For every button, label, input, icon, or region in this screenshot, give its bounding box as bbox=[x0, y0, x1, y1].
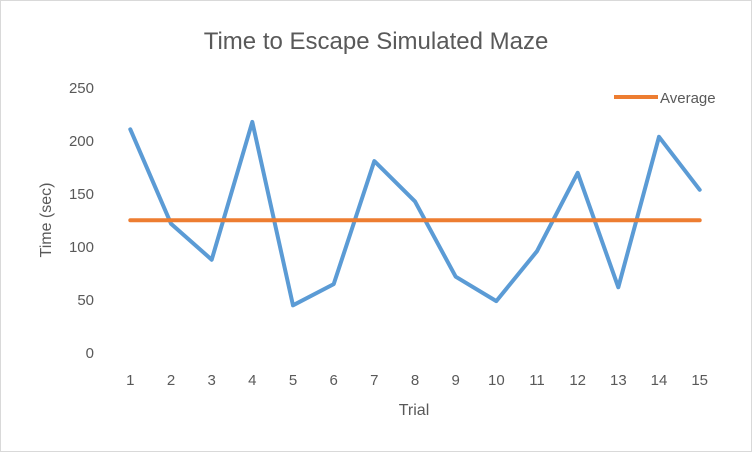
legend: Average bbox=[614, 90, 716, 107]
x-tick-label: 11 bbox=[529, 372, 545, 389]
x-tick-label: 8 bbox=[411, 372, 419, 389]
y-axis-label: Time (sec) bbox=[38, 183, 55, 258]
x-tick-label: 4 bbox=[248, 372, 256, 389]
x-tick-label: 5 bbox=[289, 372, 297, 389]
y-axis-ticks: 0 50 100 150 200 250 bbox=[69, 80, 94, 362]
x-tick-label: 9 bbox=[451, 372, 459, 389]
x-tick-label: 12 bbox=[569, 372, 586, 389]
series-layer bbox=[128, 119, 702, 308]
x-tick-label: 13 bbox=[610, 372, 627, 389]
x-tick-label: 1 bbox=[126, 372, 134, 389]
x-tick-label: 10 bbox=[488, 372, 505, 389]
y-tick-label: 100 bbox=[69, 239, 94, 256]
x-tick-label: 7 bbox=[370, 372, 378, 389]
time-series-line bbox=[128, 119, 702, 308]
x-tick-label: 3 bbox=[207, 372, 215, 389]
legend-average-label: Average bbox=[660, 90, 716, 107]
y-tick-label: 0 bbox=[86, 345, 94, 362]
x-tick-label: 14 bbox=[651, 372, 668, 389]
x-tick-label: 2 bbox=[167, 372, 175, 389]
y-tick-label: 150 bbox=[69, 186, 94, 203]
y-tick-label: 50 bbox=[77, 292, 94, 309]
x-tick-label: 6 bbox=[329, 372, 337, 389]
x-axis-label: Trial bbox=[399, 402, 430, 419]
x-axis-ticks: 1 2 3 4 5 6 7 8 9 10 11 12 13 14 15 bbox=[126, 372, 708, 389]
y-tick-label: 250 bbox=[69, 80, 94, 97]
x-tick-label: 15 bbox=[691, 372, 708, 389]
y-tick-label: 200 bbox=[69, 133, 94, 150]
chart-title: Time to Escape Simulated Maze bbox=[204, 28, 549, 55]
